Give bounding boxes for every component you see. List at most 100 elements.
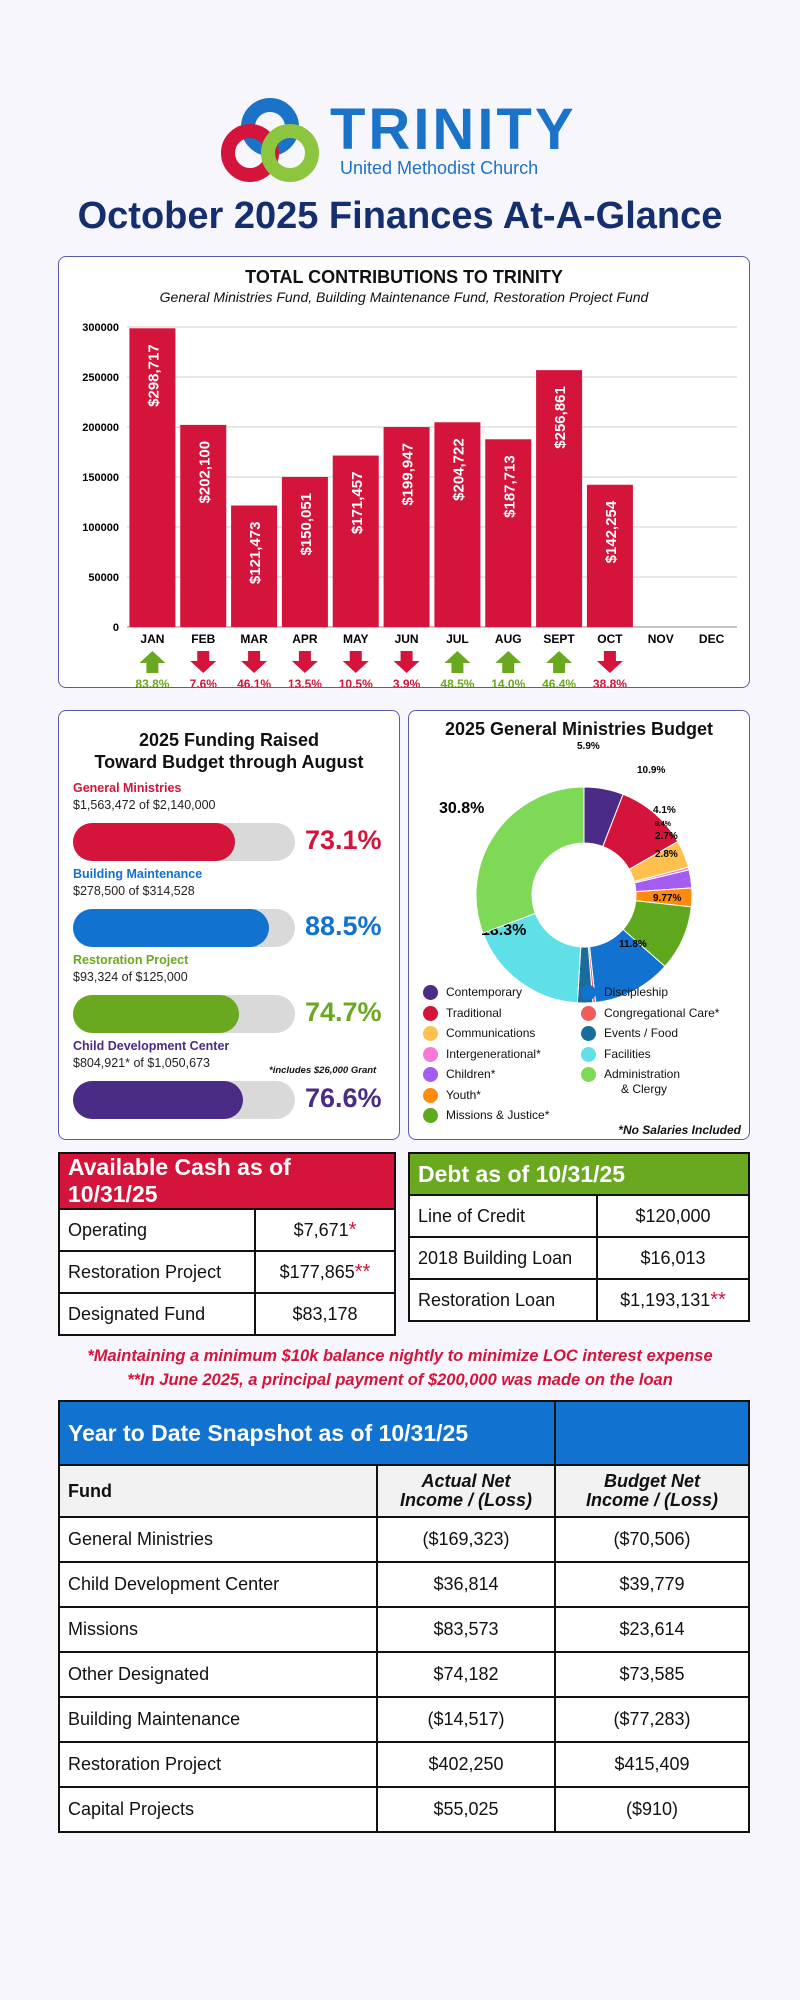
row-label: Restoration Loan bbox=[408, 1278, 598, 1322]
table-row: Missions $83,573 $23,614 bbox=[58, 1606, 750, 1653]
row-star: * bbox=[348, 1218, 357, 1241]
arrow-down-icon bbox=[596, 651, 623, 673]
table-row: 2018 Building Loan $16,013 bbox=[408, 1236, 750, 1280]
legend-swatch bbox=[423, 1108, 438, 1124]
table-row: Other Designated $74,182 $73,585 bbox=[58, 1651, 750, 1698]
bar bbox=[332, 455, 379, 627]
bar-value-label: $199,947 bbox=[400, 443, 417, 506]
arrow-up-icon bbox=[495, 651, 522, 673]
x-tick-label: JUL bbox=[446, 632, 469, 646]
debt-rows: Line of Credit $120,000 2018 Building Loan… bbox=[408, 1194, 750, 1322]
funding-item: Building Maintenance $278,500 of $314,528… bbox=[73, 867, 393, 953]
ytd-budget: ($910) bbox=[554, 1786, 750, 1833]
funding-item: Child Development Center $804,921* of $1,… bbox=[73, 1039, 393, 1125]
ytd-fund: Capital Projects bbox=[58, 1786, 378, 1833]
legend-item: Administration & Clergy bbox=[581, 1065, 680, 1095]
ytd-rows: General Ministries ($169,323) ($70,506) Chi… bbox=[58, 1516, 750, 1833]
table-row: Line of Credit $120,000 bbox=[408, 1194, 750, 1238]
pie-slice bbox=[475, 786, 585, 934]
table-row: Child Development Center $36,814 $39,779 bbox=[58, 1561, 750, 1608]
change-label: 83.8% bbox=[135, 677, 169, 687]
row-label: 2018 Building Loan bbox=[408, 1236, 598, 1280]
cash-rows: Operating $7,671* Restoration Project $177,… bbox=[58, 1208, 396, 1336]
budget-title: 2025 General Ministries Budget bbox=[444, 719, 714, 739]
arrow-up-icon bbox=[444, 651, 471, 673]
funding-item-name: Building Maintenance bbox=[73, 867, 203, 881]
legend-swatch bbox=[581, 1046, 596, 1062]
legend-swatch bbox=[581, 1026, 596, 1042]
bar-value-label: $150,051 bbox=[298, 493, 315, 556]
footnote-1: *Maintaining a minimum $10k balance nigh… bbox=[87, 1347, 713, 1365]
debt-table: Debt as of 10/31/25 Line of Credit $120,0… bbox=[408, 1152, 750, 1322]
row-label: Line of Credit bbox=[408, 1194, 598, 1238]
change-label: 14.0% bbox=[491, 677, 525, 687]
legend-item: Traditional bbox=[423, 1004, 502, 1022]
contributions-subtitle: General Ministries Fund, Building Mainte… bbox=[159, 289, 649, 305]
funding-progress-track bbox=[73, 823, 295, 861]
legend-item: Intergenerational* bbox=[423, 1045, 541, 1063]
row-value: $83,178 bbox=[292, 1303, 358, 1324]
bar bbox=[129, 328, 176, 627]
funding-title-line2: Toward Budget through August bbox=[94, 752, 364, 772]
row-value-cell: $1,193,131** bbox=[596, 1278, 750, 1322]
x-tick-label: MAR bbox=[240, 632, 268, 646]
arrow-down-icon bbox=[393, 651, 420, 673]
bar bbox=[231, 505, 278, 627]
legend-label: Communications bbox=[446, 1026, 536, 1040]
row-value-cell: $7,671* bbox=[254, 1208, 396, 1252]
legend-item: Youth* bbox=[423, 1086, 481, 1104]
funding-item: General Ministries $1,563,472 of $2,140,0… bbox=[73, 781, 393, 867]
ytd-fund: Child Development Center bbox=[58, 1561, 378, 1608]
legend-label: Discipleship bbox=[604, 985, 669, 999]
funding-item: Restoration Project $93,324 of $125,000 74… bbox=[73, 953, 393, 1039]
legend-label: Missions & Justice* bbox=[446, 1108, 550, 1122]
legend-label: Children* bbox=[446, 1067, 496, 1081]
ytd-budget: ($77,283) bbox=[554, 1696, 750, 1743]
arrow-up-icon bbox=[139, 651, 166, 673]
legend-swatch bbox=[423, 1067, 438, 1083]
legend-item: Facilities bbox=[581, 1045, 651, 1063]
funding-progress-track bbox=[73, 995, 295, 1033]
table-row: Restoration Project $177,865** bbox=[58, 1250, 396, 1294]
legend-swatch bbox=[423, 1005, 438, 1021]
legend-item: Communications bbox=[423, 1024, 535, 1042]
change-label: 38.8% bbox=[593, 677, 627, 687]
budget-note: *No Salaries Included bbox=[618, 1123, 741, 1137]
bar bbox=[180, 424, 227, 627]
bar-value-label: $204,722 bbox=[450, 438, 467, 501]
legend-item: Contemporary bbox=[423, 983, 522, 1001]
table-row: Designated Fund $83,178 bbox=[58, 1292, 396, 1336]
x-tick-label: AUG bbox=[495, 632, 522, 646]
cash-table-title: Available Cash as of 10/31/25 bbox=[58, 1152, 396, 1210]
change-label: 3.9% bbox=[393, 677, 421, 687]
legend-swatch bbox=[423, 985, 438, 1001]
table-row: Building Maintenance ($14,517) ($77,283) bbox=[58, 1696, 750, 1743]
x-tick-label: FEB bbox=[191, 632, 215, 646]
row-star: ** bbox=[354, 1260, 371, 1283]
legend-swatch bbox=[423, 1026, 438, 1042]
slice-label: 11.8% bbox=[619, 939, 647, 950]
cash-table: Available Cash as of 10/31/25 Operating $… bbox=[58, 1152, 396, 1336]
funding-item-amount: $1,563,472 of $2,140,000 bbox=[73, 798, 216, 812]
contributions-bar-chart: 300000 250000 200000 150000 100000 50000 0 JAN $… bbox=[82, 322, 737, 687]
funding-title: 2025 Funding Raised Toward Budget throug… bbox=[59, 729, 399, 773]
contributions-title: TOTAL CONTRIBUTIONS TO TRINITY bbox=[245, 267, 563, 287]
bar-value-label: $256,861 bbox=[552, 386, 569, 449]
legend-item: Children* bbox=[423, 1065, 495, 1083]
legend-label: Youth* bbox=[446, 1087, 481, 1102]
slice-label: 2.8% bbox=[655, 849, 678, 860]
row-value-cell: $16,013 bbox=[596, 1236, 750, 1280]
legend-swatch bbox=[423, 1087, 438, 1103]
table-row: Operating $7,671* bbox=[58, 1208, 396, 1252]
legend-item: Events / Food bbox=[581, 1024, 678, 1042]
funding-progress-fill bbox=[73, 823, 236, 861]
legend-item: Discipleship bbox=[581, 983, 668, 1001]
bar bbox=[281, 476, 328, 627]
ytd-actual: ($169,323) bbox=[376, 1516, 556, 1563]
ytd-actual: $74,182 bbox=[376, 1651, 556, 1698]
bar-value-label: $121,473 bbox=[247, 522, 264, 585]
ytd-col-actual-1: Actual Net bbox=[421, 1471, 511, 1491]
row-value: $16,013 bbox=[640, 1247, 706, 1268]
bar-value-label: $298,717 bbox=[145, 344, 162, 407]
ytd-fund: Other Designated bbox=[58, 1651, 378, 1698]
